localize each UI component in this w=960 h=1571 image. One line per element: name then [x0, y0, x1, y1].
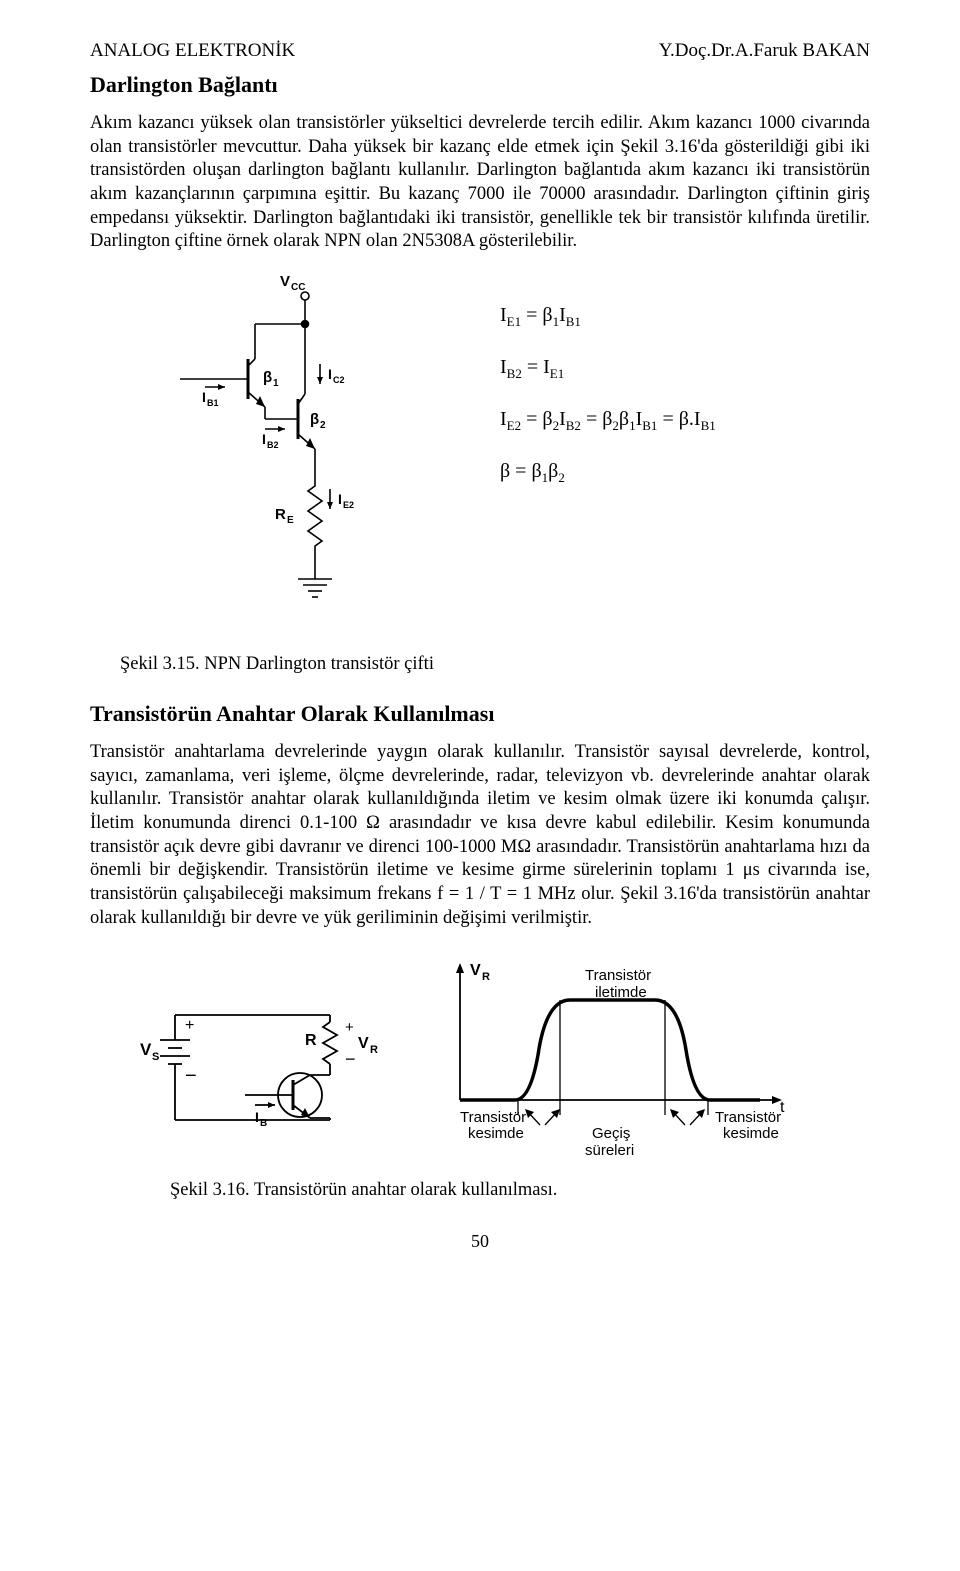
svg-text:β: β — [310, 411, 319, 428]
svg-text:R: R — [482, 971, 490, 983]
svg-text:V: V — [358, 1035, 369, 1052]
svg-text:I: I — [202, 389, 206, 405]
svg-text:C2: C2 — [333, 375, 345, 385]
svg-text:Transistör: Transistör — [715, 1109, 781, 1126]
header: ANALOG ELEKTRONİK Y.Doç.Dr.A.Faruk BAKAN — [90, 40, 870, 62]
svg-text:R: R — [305, 1032, 317, 1049]
figure1-caption: Şekil 3.15. NPN Darlington transistör çi… — [120, 654, 870, 675]
equation-2: IB2 = IE1 — [500, 356, 716, 382]
equation-1: IE1 = β1IB1 — [500, 304, 716, 330]
switching-waveform-diagram: V R t Transistör iletimde Transistör kes… — [420, 960, 800, 1160]
svg-text:E2: E2 — [343, 500, 354, 510]
svg-text:R: R — [370, 1044, 378, 1056]
svg-text:−: − — [185, 1065, 197, 1087]
figure1-block: V CC β 1 β 2 I B1 I B2 I C2 I E2 R E IE1… — [150, 274, 870, 634]
svg-text:S: S — [152, 1051, 159, 1063]
figure2-block: + − — [130, 960, 870, 1160]
svg-text:+: + — [345, 1019, 354, 1036]
svg-text:Geçiş: Geçiş — [592, 1125, 630, 1142]
svg-text:CC: CC — [291, 282, 305, 293]
svg-text:2: 2 — [320, 420, 326, 431]
svg-text:B: B — [260, 1118, 267, 1129]
svg-text:V: V — [280, 274, 290, 290]
svg-text:I: I — [338, 491, 342, 507]
page: ANALOG ELEKTRONİK Y.Doç.Dr.A.Faruk BAKAN… — [0, 0, 960, 1571]
darlington-circuit-diagram: V CC β 1 β 2 I B1 I B2 I C2 I E2 R E — [150, 274, 430, 634]
svg-text:Transistör: Transistör — [460, 1109, 526, 1126]
svg-text:V: V — [140, 1040, 152, 1059]
svg-text:Transistör: Transistör — [585, 967, 651, 984]
header-right: Y.Doç.Dr.A.Faruk BAKAN — [659, 40, 870, 62]
switch-circuit-diagram: + − — [130, 960, 390, 1160]
svg-text:I: I — [328, 366, 332, 382]
page-number: 50 — [90, 1231, 870, 1252]
equation-4: β = β1β2 — [500, 460, 716, 486]
figure2-caption: Şekil 3.16. Transistörün anahtar olarak … — [170, 1180, 870, 1201]
svg-text:E: E — [287, 515, 294, 526]
svg-text:β: β — [263, 369, 272, 386]
svg-text:B2: B2 — [267, 440, 279, 450]
svg-text:B1: B1 — [207, 398, 219, 408]
svg-text:kesimde: kesimde — [723, 1125, 779, 1142]
svg-text:R: R — [275, 506, 286, 523]
svg-text:süreleri: süreleri — [585, 1142, 634, 1159]
section2-title: Transistörün Anahtar Olarak Kullanılması — [90, 701, 870, 727]
svg-text:I: I — [262, 431, 266, 447]
equations-block: IE1 = β1IB1 IB2 = IE1 IE2 = β2IB2 = β2β1… — [500, 304, 716, 486]
svg-text:+: + — [185, 1017, 194, 1034]
equation-3: IE2 = β2IB2 = β2β1IB1 = β.IB1 — [500, 408, 716, 434]
svg-text:kesimde: kesimde — [468, 1125, 524, 1142]
section1-title: Darlington Bağlantı — [90, 72, 870, 98]
svg-text:V: V — [470, 962, 481, 979]
svg-text:I: I — [255, 1109, 259, 1125]
svg-text:iletimde: iletimde — [595, 984, 647, 1001]
header-left: ANALOG ELEKTRONİK — [90, 40, 295, 62]
svg-text:1: 1 — [273, 378, 279, 389]
svg-text:−: − — [345, 1049, 356, 1069]
section2-paragraph: Transistör anahtarlama devrelerinde yayg… — [90, 741, 870, 930]
section1-paragraph: Akım kazancı yüksek olan transistörler y… — [90, 112, 870, 254]
